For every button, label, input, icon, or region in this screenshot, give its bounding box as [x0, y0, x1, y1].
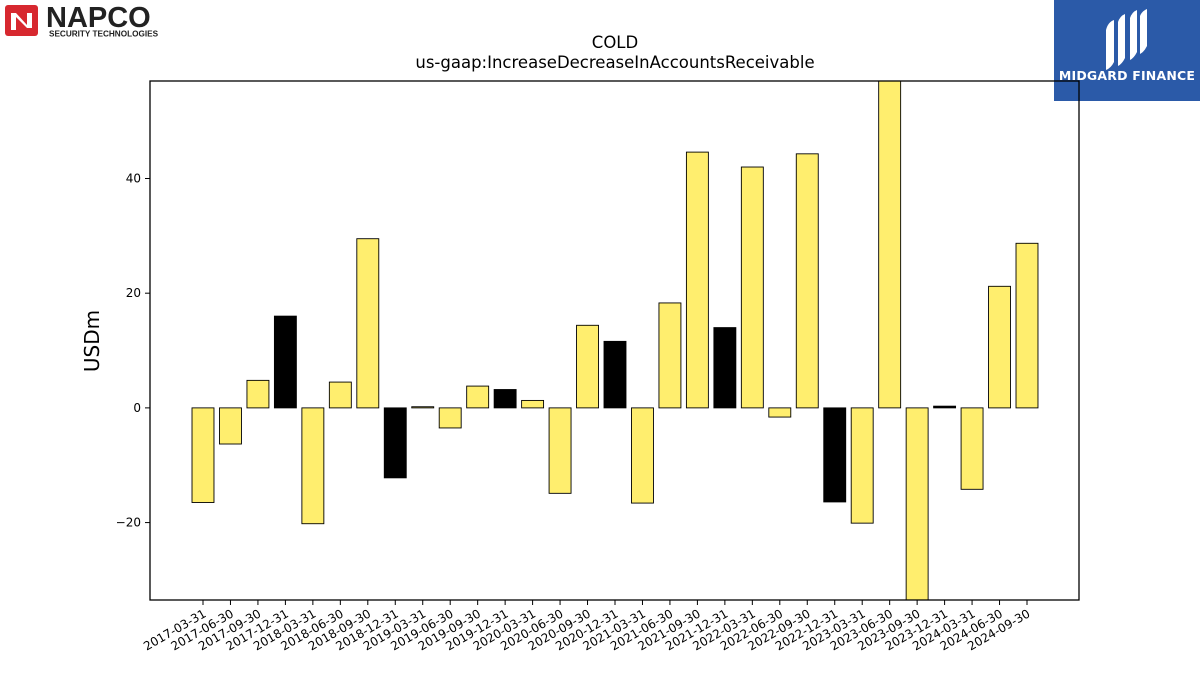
- bar-2022-09-30: [795, 153, 819, 409]
- bar-2023-03-31: [850, 407, 874, 524]
- chart-subtitle: us-gaap:IncreaseDecreaseInAccountsReceiv…: [415, 53, 814, 72]
- napco-tagline: SECURITY TECHNOLOGIES: [49, 30, 159, 39]
- x-axis: 2017-03-312017-06-302017-09-302017-12-31…: [141, 600, 1033, 653]
- bar-2020-12-31: [603, 340, 627, 409]
- bar-2018-09-30: [356, 238, 380, 409]
- napco-logo: NAPCO SECURITY TECHNOLOGIES: [4, 2, 208, 40]
- bar-2024-09-30: [1015, 242, 1039, 409]
- y-axis: −20 0 20 40: [116, 171, 150, 530]
- bar-2017-09-30: [246, 379, 270, 409]
- bar-2023-06-30: [878, 80, 902, 409]
- midgard-logo: MIDGARD FINANCE: [1054, 0, 1200, 101]
- bars-group: [191, 80, 1039, 601]
- bar-2019-06-30: [438, 407, 462, 429]
- bar-2022-12-31: [823, 407, 847, 503]
- napco-wordmark: NAPCO: [46, 4, 151, 34]
- y-axis-label: USDm: [80, 310, 104, 372]
- bar-2018-06-30: [328, 381, 352, 409]
- y-tick-label: −20: [116, 516, 141, 530]
- bar-2018-03-31: [301, 407, 325, 525]
- bar-2019-03-31: [411, 406, 435, 409]
- bar-2017-03-31: [191, 407, 215, 503]
- bar-2024-03-31: [960, 407, 984, 490]
- bar-2020-03-31: [521, 399, 545, 409]
- chart-title: COLD: [592, 33, 638, 52]
- bar-2017-12-31: [273, 315, 297, 409]
- bar-2018-12-31: [383, 407, 407, 479]
- bar-2019-12-31: [493, 389, 517, 409]
- bar-2021-12-31: [713, 327, 737, 409]
- bar-2022-03-31: [740, 166, 764, 409]
- bar-2023-09-30: [905, 407, 929, 601]
- bar-2020-09-30: [576, 324, 599, 409]
- plot-frame: [149, 80, 1080, 601]
- bar-2021-09-30: [685, 151, 709, 409]
- bar-2021-06-30: [658, 302, 682, 409]
- y-tick-label: 20: [126, 286, 141, 300]
- bar-2023-12-31: [933, 405, 957, 409]
- y-tick-label: 0: [133, 401, 141, 415]
- bar-2022-06-30: [768, 407, 792, 418]
- bar-2017-06-30: [219, 407, 242, 445]
- bar-2019-09-30: [466, 385, 490, 409]
- y-tick-label: 40: [126, 171, 141, 185]
- bar-2020-06-30: [548, 407, 572, 494]
- midgard-wordmark: MIDGARD FINANCE: [1058, 68, 1196, 83]
- bar-2024-06-30: [988, 285, 1011, 409]
- bar-2021-03-31: [631, 407, 654, 504]
